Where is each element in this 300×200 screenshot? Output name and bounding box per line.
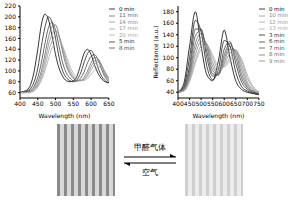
svg-text:220: 220 — [8, 2, 16, 9]
html-text:17 min: 17 min — [118, 25, 138, 32]
svg-text:120: 120 — [163, 42, 175, 49]
svg-text:100: 100 — [8, 67, 16, 74]
svg-text:200: 200 — [8, 13, 16, 20]
svg-text:180: 180 — [8, 24, 16, 31]
html-text:12 min: 12 min — [268, 19, 288, 25]
svg-text:600: 600 — [218, 100, 230, 107]
html-text:5 min: 5 min — [118, 38, 135, 45]
html-text:甲醛气体: 甲醛气体 — [134, 143, 166, 152]
svg-text:650: 650 — [230, 100, 242, 107]
html-text:8 min: 8 min — [268, 51, 285, 58]
html-text:0 min: 0 min — [118, 6, 135, 12]
svg-text:80: 80 — [166, 65, 174, 72]
html-text:10 min: 10 min — [268, 12, 288, 19]
html-text:11 min: 11 min — [118, 12, 138, 19]
svg-text:Reflectance (a.u.): Reflectance (a.u.) — [152, 25, 159, 78]
html-text:0 min: 0 min — [268, 6, 285, 12]
svg-text:160: 160 — [8, 35, 16, 42]
svg-text:120: 120 — [8, 56, 16, 63]
html-text:9 min: 9 min — [268, 57, 285, 64]
svg-text:160: 160 — [163, 19, 175, 26]
html-text:13 min: 13 min — [268, 25, 288, 32]
svg-text:140: 140 — [163, 31, 175, 38]
svg-text:80: 80 — [8, 78, 16, 85]
svg-text:180: 180 — [163, 8, 175, 15]
svg-text:550: 550 — [68, 100, 80, 107]
svg-text:750: 750 — [253, 100, 265, 107]
html-text:20 min: 20 min — [118, 31, 138, 38]
svg-text:400: 400 — [14, 100, 26, 107]
svg-text:450: 450 — [184, 100, 196, 107]
svg-text:650: 650 — [103, 100, 115, 107]
svg-text:500: 500 — [50, 100, 62, 107]
svg-text:400: 400 — [172, 100, 184, 107]
svg-text:140: 140 — [8, 45, 16, 52]
svg-text:Wavelength (nm): Wavelength (nm) — [39, 112, 91, 120]
svg-text:500: 500 — [195, 100, 207, 107]
svg-text:Wavelength (nm): Wavelength (nm) — [193, 112, 245, 120]
html-text:6 min: 6 min — [268, 38, 285, 45]
html-text:14 min: 14 min — [118, 19, 138, 25]
html-text:空气: 空气 — [142, 168, 158, 177]
html-text:7 min: 7 min — [268, 44, 285, 51]
svg-text:450: 450 — [32, 100, 44, 107]
svg-text:100: 100 — [163, 54, 175, 61]
svg-text:60: 60 — [166, 77, 174, 84]
svg-text:40: 40 — [166, 88, 174, 95]
html-text:3 min: 3 min — [268, 31, 285, 38]
svg-text:60: 60 — [8, 89, 16, 96]
svg-text:700: 700 — [242, 100, 254, 107]
svg-text:600: 600 — [85, 100, 97, 107]
html-text:8 min: 8 min — [118, 44, 135, 51]
svg-text:550: 550 — [207, 100, 219, 107]
